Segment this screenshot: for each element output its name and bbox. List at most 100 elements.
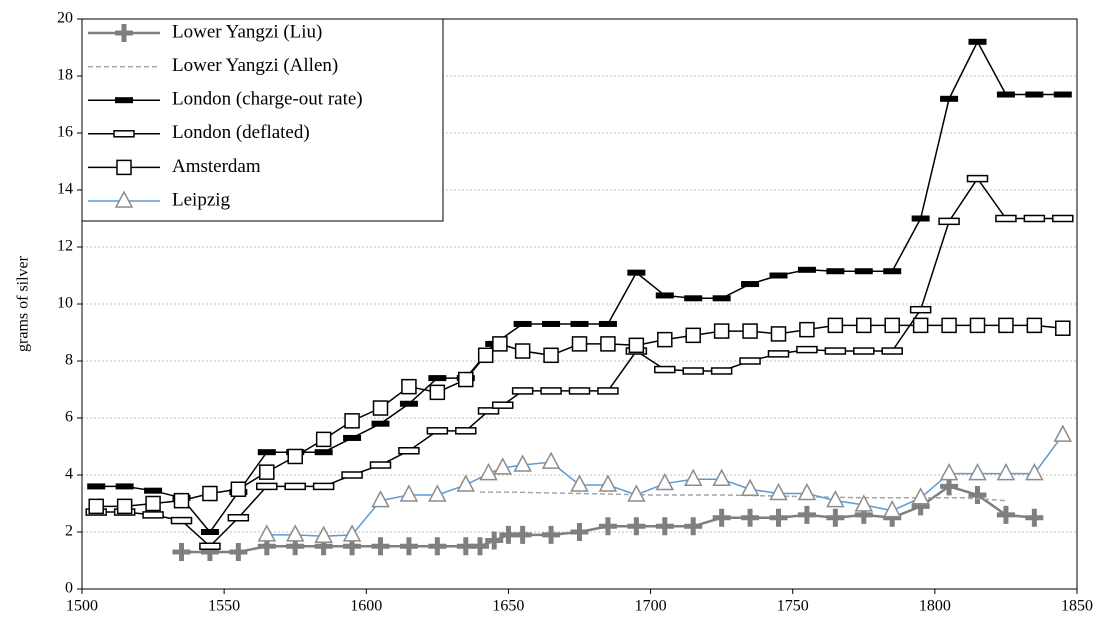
- legend-label: Amsterdam: [172, 156, 261, 177]
- marker: [511, 387, 534, 395]
- marker: [429, 384, 446, 401]
- legend-label: London (charge-out rate): [172, 89, 363, 110]
- marker: [144, 487, 163, 494]
- marker: [371, 537, 390, 556]
- marker: [657, 331, 673, 348]
- marker: [314, 525, 333, 544]
- marker: [369, 461, 392, 469]
- marker: [1025, 91, 1044, 98]
- legend-label: Lower Yangzi (Allen): [172, 55, 338, 76]
- marker: [797, 266, 816, 273]
- marker: [598, 320, 617, 327]
- marker: [940, 95, 959, 102]
- marker: [513, 454, 532, 472]
- marker: [485, 531, 504, 550]
- marker: [1025, 508, 1044, 527]
- marker: [542, 320, 561, 327]
- marker: [968, 462, 987, 481]
- marker: [455, 427, 477, 435]
- marker: [741, 508, 760, 527]
- marker: [739, 357, 761, 365]
- marker: [769, 482, 788, 501]
- x-tick-label: 1850: [1061, 598, 1093, 615]
- marker: [372, 400, 389, 416]
- series: [172, 477, 1044, 561]
- y-tick-label: 18: [57, 67, 73, 84]
- y-tick-label: 2: [65, 523, 73, 540]
- plot-frame: [81, 18, 1078, 590]
- marker: [202, 485, 218, 502]
- marker: [287, 448, 303, 465]
- marker: [740, 478, 760, 496]
- marker: [570, 320, 589, 327]
- marker: [684, 295, 703, 302]
- marker: [797, 505, 816, 524]
- legend-label: Leipzig: [172, 189, 231, 210]
- marker: [172, 542, 191, 561]
- marker: [257, 524, 277, 542]
- marker: [284, 482, 306, 491]
- y-axis-label: grams of silver: [15, 255, 32, 352]
- marker: [968, 485, 987, 504]
- marker: [627, 517, 646, 536]
- marker: [371, 490, 390, 508]
- marker: [312, 482, 335, 491]
- marker: [767, 350, 790, 358]
- marker: [996, 91, 1015, 98]
- marker: [479, 462, 498, 481]
- marker: [824, 347, 847, 355]
- marker: [968, 38, 987, 45]
- marker: [1055, 320, 1071, 336]
- marker: [655, 292, 674, 299]
- y-tick-label: 6: [65, 409, 73, 426]
- marker: [1052, 214, 1074, 223]
- series-line: [96, 177, 1063, 548]
- legend-box: [81, 18, 444, 222]
- marker: [799, 321, 815, 338]
- marker: [428, 375, 447, 382]
- marker: [600, 336, 616, 352]
- marker: [399, 484, 419, 502]
- marker: [683, 468, 703, 487]
- marker: [458, 371, 474, 388]
- marker: [1025, 462, 1044, 481]
- y-tick-label: 12: [57, 238, 73, 255]
- marker: [341, 471, 363, 479]
- marker: [570, 523, 589, 541]
- marker: [399, 400, 418, 407]
- marker: [826, 490, 845, 508]
- marker: [115, 97, 133, 104]
- marker: [227, 514, 250, 522]
- marker: [1026, 317, 1043, 334]
- marker: [627, 269, 646, 276]
- marker: [142, 511, 164, 519]
- marker: [881, 347, 903, 355]
- marker: [116, 159, 132, 176]
- marker: [199, 542, 221, 550]
- marker: [541, 451, 561, 469]
- marker: [342, 524, 362, 542]
- marker: [655, 517, 674, 536]
- marker: [1023, 214, 1046, 223]
- x-tick-label: 1750: [777, 598, 809, 615]
- marker: [769, 272, 788, 279]
- marker: [797, 482, 817, 501]
- marker: [911, 215, 930, 222]
- marker: [911, 487, 930, 505]
- marker: [492, 336, 508, 352]
- marker: [712, 508, 731, 527]
- marker: [770, 326, 787, 342]
- marker: [229, 542, 248, 561]
- marker: [655, 472, 675, 491]
- marker: [998, 317, 1014, 334]
- marker: [854, 268, 873, 275]
- y-tick-label: 8: [65, 352, 73, 369]
- marker: [170, 516, 193, 525]
- x-tick-label: 1500: [66, 598, 98, 615]
- marker: [256, 482, 278, 491]
- marker: [682, 367, 704, 375]
- marker: [456, 474, 476, 492]
- marker: [884, 317, 900, 334]
- marker: [856, 317, 872, 334]
